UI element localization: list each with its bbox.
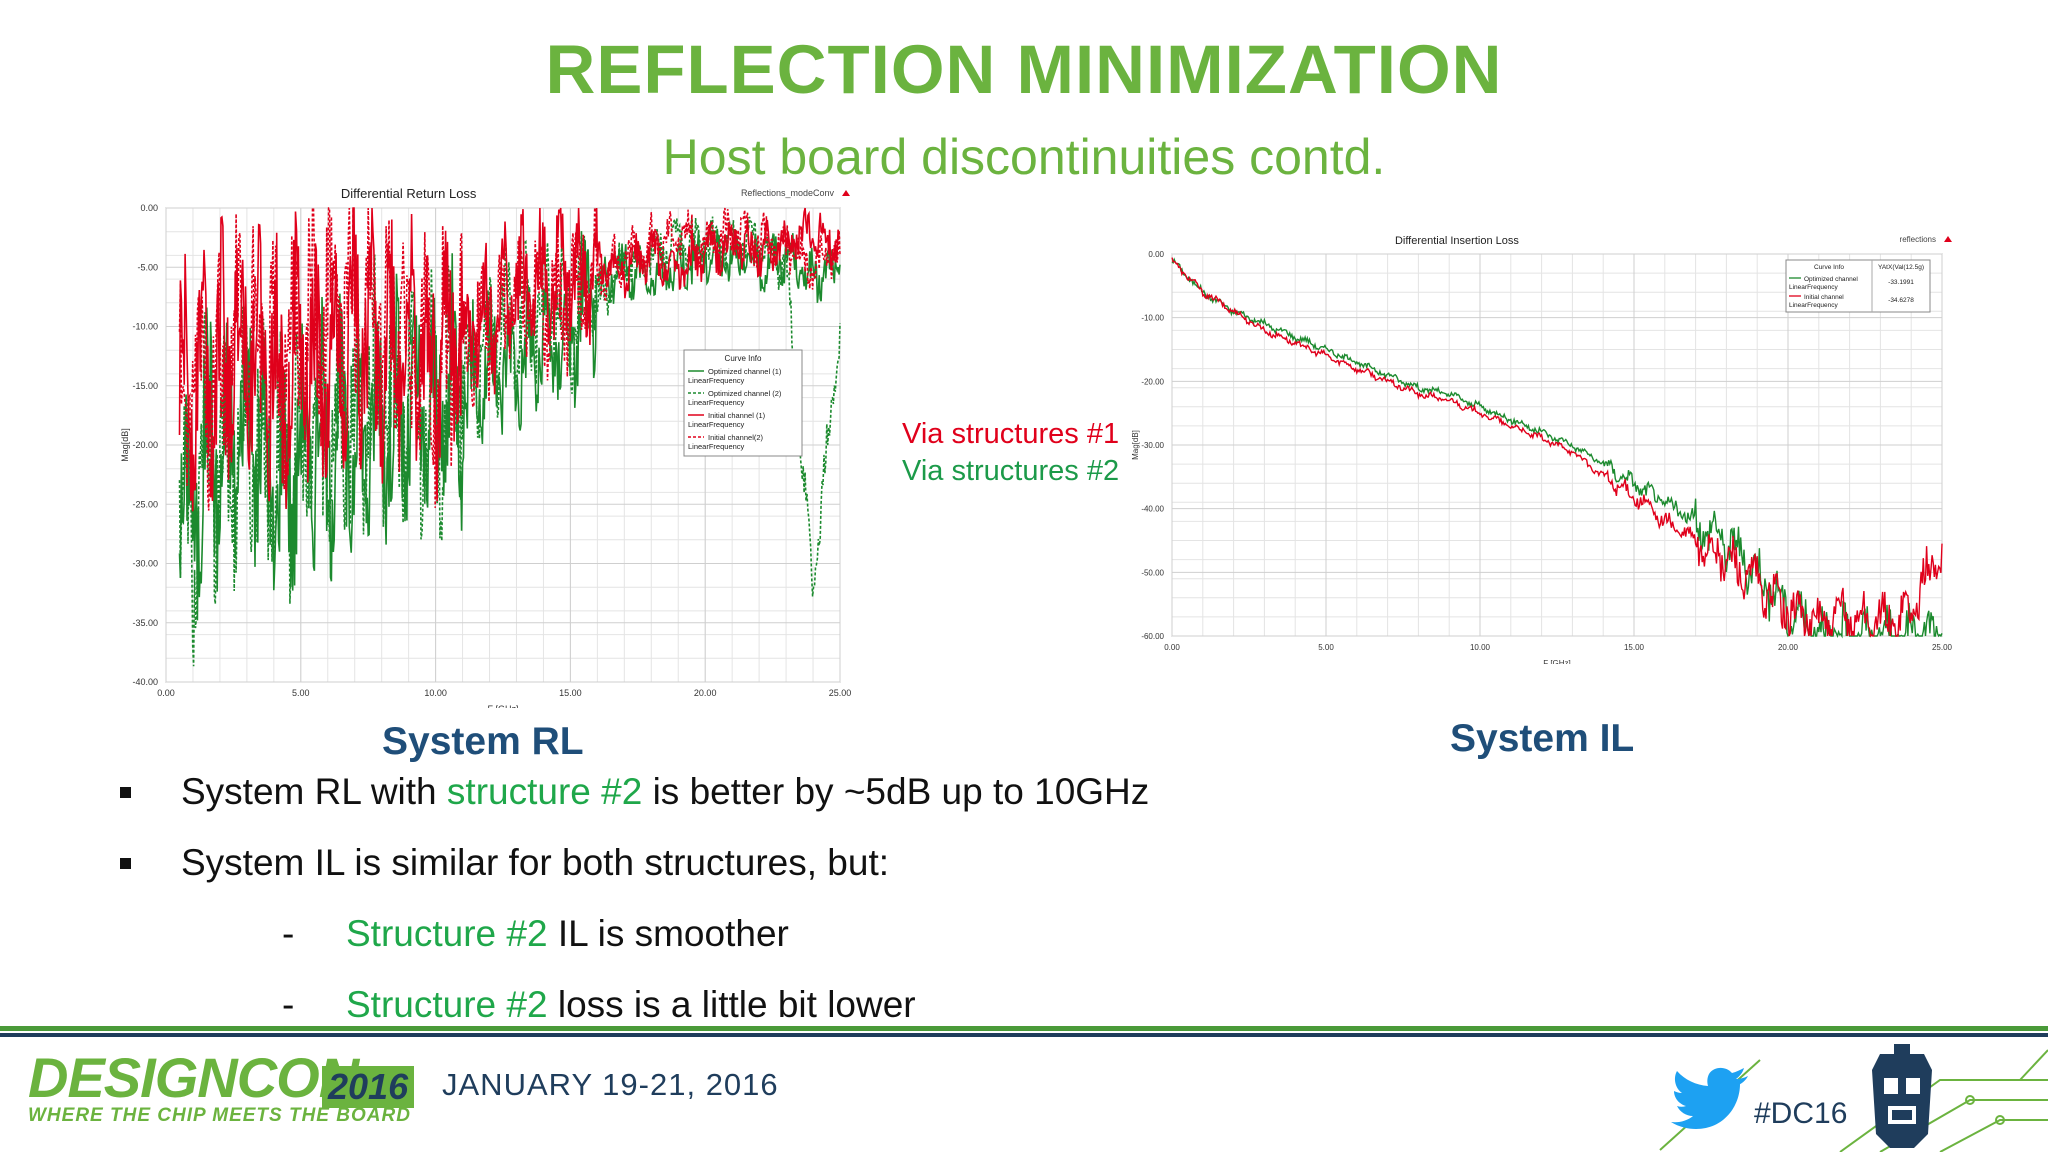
x-tick-label: 15.00 <box>559 688 582 698</box>
legend-entry: Initial channel(2) <box>708 433 764 442</box>
x-tick-label: 20.00 <box>694 688 717 698</box>
designcon-tagline: WHERE THE CHIP MEETS THE BOARD <box>28 1105 411 1126</box>
legend-box <box>683 349 803 457</box>
y-tick-label: -10.00 <box>132 322 158 332</box>
y-tick-label: -20.00 <box>132 440 158 450</box>
event-hashtag: #DC16 <box>1754 1097 1848 1130</box>
y-tick-label: -35.00 <box>132 618 158 628</box>
sub-bullet-item: Structure #2 IL is smoother <box>346 913 789 955</box>
twitter-icon[interactable] <box>1671 1067 1748 1129</box>
sub-bullet-dash: - <box>282 984 295 1025</box>
footer-decoration <box>1659 1044 2048 1152</box>
sub-bullet-highlight: Structure #2 <box>346 913 548 954</box>
x-tick-label: 5.00 <box>292 688 310 698</box>
bullet-text: System RL with <box>181 771 447 812</box>
legend-entry-sub: LinearFrequency <box>688 398 745 407</box>
bullet-text: System IL is similar for both structures… <box>181 842 890 883</box>
legend-entry-sub: LinearFrequency <box>688 420 745 429</box>
legend-entry: Optimized channel (2) <box>708 389 782 398</box>
y-axis-label: Mag[dB] <box>1131 430 1140 460</box>
x-tick-label: 0.00 <box>1164 643 1180 652</box>
designcon-logo: DESIGNCON <box>28 1046 359 1109</box>
insertion-loss-chart-svg: 0.00 5.00 10.00 15.00 20.00 25.00 0.00 -10.00 -2… <box>1131 235 1953 664</box>
legend-entry: Optimized channel <box>1804 276 1858 283</box>
legend-entry: Optimized channel (1) <box>708 367 782 376</box>
y-tick-label: -15.00 <box>132 381 158 391</box>
legend-box <box>1785 259 1931 313</box>
x-axis-label: F [GHz] <box>488 704 519 708</box>
via-structure-1-label: Via structures #1 <box>902 418 1120 450</box>
footer-divider-green <box>0 1026 2048 1031</box>
series-line <box>178 207 841 511</box>
y-tick-label: -60.00 <box>1141 632 1164 641</box>
x-tick-label: 5.00 <box>1318 643 1334 652</box>
bullet-marker <box>120 858 131 869</box>
sub-bullet-highlight: Structure #2 <box>346 984 548 1025</box>
y-axis-label: Mag[dB] <box>120 428 130 462</box>
corner-marker-icon <box>842 190 850 196</box>
series-line <box>1171 257 1943 639</box>
il-legend: Curve Info YAtX(Val(12.5g) Optimized chann… <box>1785 259 1931 313</box>
via-structure-legend: Via structures #1 Via structures #2 <box>902 416 1119 490</box>
y-tick-label: -10.00 <box>1141 314 1164 323</box>
return-loss-chart-svg: 0.00 5.00 10.00 15.00 20.00 25.00 0.00 -5.00 -10… <box>120 186 852 708</box>
x-axis-label: F [GHz] <box>1543 659 1571 664</box>
sub-bullet-text: IL is smoother <box>547 913 789 954</box>
y-tick-label: -40.00 <box>132 677 158 687</box>
x-tick-label: 25.00 <box>1932 643 1953 652</box>
corner-marker-icon <box>1944 236 1952 242</box>
series-line <box>1171 257 1943 638</box>
x-tick-label: 25.00 <box>829 688 852 698</box>
y-tick-label: -40.00 <box>1141 505 1164 514</box>
slide-title: REFLECTION MINIMIZATION <box>545 31 1503 108</box>
event-date: JANUARY 19-21, 2016 <box>442 1067 779 1102</box>
chart-corner-label: reflections <box>1900 235 1936 244</box>
legend-title: Curve Info <box>725 354 762 363</box>
x-tick-label: 0.00 <box>157 688 175 698</box>
chart-corner-label: Reflections_modeConv <box>741 188 835 198</box>
legend-entry-sub: LinearFrequency <box>1789 284 1839 291</box>
chart-title: Differential Return Loss <box>341 186 477 201</box>
y-tick-label: -30.00 <box>1141 441 1164 450</box>
legend-title: Curve Info <box>1814 264 1844 271</box>
legend-column-header: YAtX(Val(12.5g) <box>1878 264 1924 271</box>
legend-value: -33.1991 <box>1888 279 1914 286</box>
y-tick-label: -25.00 <box>132 499 158 509</box>
y-tick-label: -50.00 <box>1141 568 1164 577</box>
bullet-item: System IL is similar for both structures… <box>181 842 889 884</box>
sub-bullet-item: Structure #2 loss is a little bit lower <box>346 984 916 1026</box>
y-tick-label: -5.00 <box>137 262 158 272</box>
system-rl-caption: System RL <box>382 720 584 763</box>
y-tick-label: 0.00 <box>1148 250 1164 259</box>
y-tick-label: 0.00 <box>140 203 158 213</box>
bullet-highlight: structure #2 <box>446 771 643 812</box>
x-tick-label: 10.00 <box>1470 643 1491 652</box>
legend-entry-sub: LinearFrequency <box>688 376 745 385</box>
x-tick-label: 20.00 <box>1778 643 1799 652</box>
via-structure-2-label: Via structures #2 <box>902 455 1120 487</box>
y-tick-label: -30.00 <box>132 559 158 569</box>
x-tick-label: 15.00 <box>1624 643 1645 652</box>
legend-value: -34.6278 <box>1888 297 1914 304</box>
legend-entry: Initial channel (1) <box>708 411 766 420</box>
footer-divider-navy <box>0 1033 2048 1037</box>
legend-entry-sub: LinearFrequency <box>1789 302 1839 309</box>
sub-bullet-dash: - <box>282 913 295 954</box>
designcon-logo-year: 2016 <box>322 1066 415 1108</box>
y-tick-label: -20.00 <box>1141 377 1164 386</box>
insertion-loss-chart: 0.00 5.00 10.00 15.00 20.00 25.00 0.00 -10.00 -2… <box>1120 228 1962 664</box>
bullet-item: System RL with structure #2 is better by… <box>181 771 1149 813</box>
bullet-marker <box>120 787 131 798</box>
slide-subtitle: Host board discontinuities contd. <box>662 129 1386 185</box>
chart-title: Differential Insertion Loss <box>1395 235 1519 247</box>
x-tick-label: 10.00 <box>424 688 447 698</box>
return-loss-chart: 0.00 5.00 10.00 15.00 20.00 25.00 0.00 -5.00 -10… <box>118 178 858 708</box>
bullet-text: is better by ~5dB up to 10GHz <box>642 771 1150 812</box>
legend-entry: Initial channel <box>1804 294 1844 301</box>
system-il-caption: System IL <box>1450 717 1635 760</box>
mascot-icon <box>1872 1044 1932 1148</box>
legend-entry-sub: LinearFrequency <box>688 442 745 451</box>
sub-bullet-text: loss is a little bit lower <box>547 984 916 1025</box>
